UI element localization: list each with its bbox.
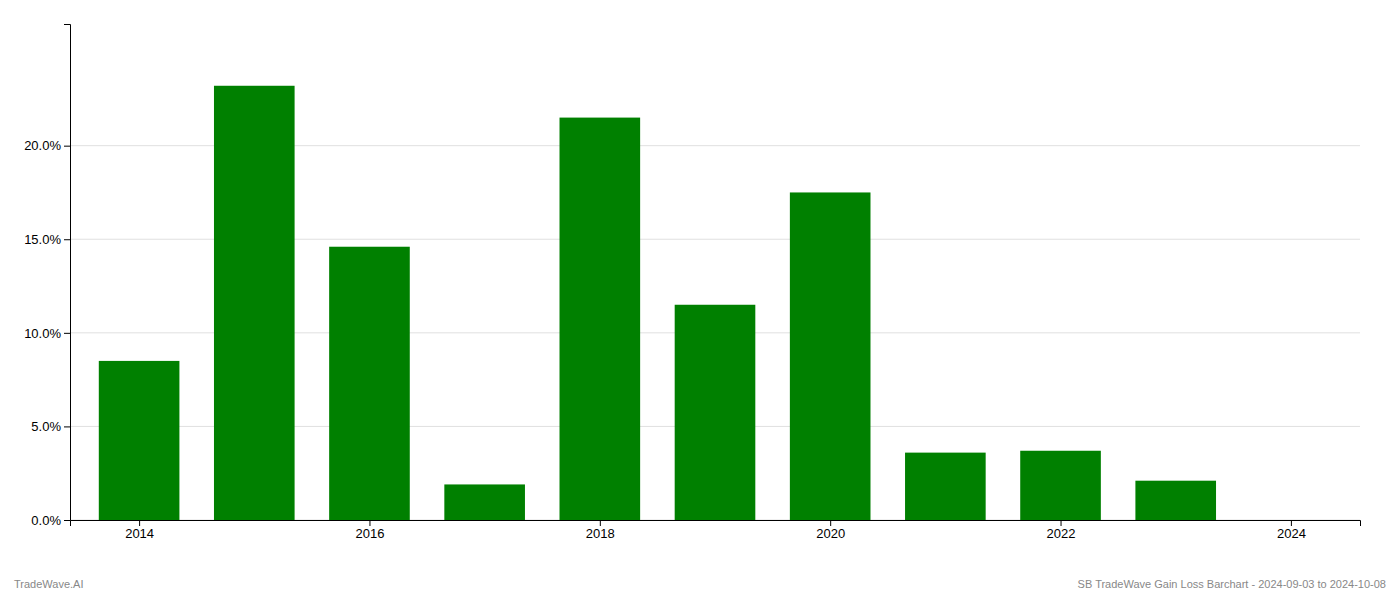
tick-label: 2022 <box>1047 526 1076 541</box>
tick: 10.0% <box>24 325 70 340</box>
tick-label: 10.0% <box>24 325 61 340</box>
bar <box>675 305 756 520</box>
chart: 0.0%5.0%10.0%15.0%20.0%20142016201820202… <box>0 0 1400 600</box>
tick-mark <box>600 520 601 526</box>
tick: 2024 <box>1277 520 1306 541</box>
axis-line <box>64 25 71 521</box>
tick-mark <box>64 333 70 334</box>
bar <box>1135 481 1216 520</box>
tick-label: 2018 <box>586 526 615 541</box>
x-axis: 2014 2016 2018 2020 2022 2024 <box>71 520 1361 541</box>
bar <box>99 361 180 520</box>
bar <box>444 484 525 520</box>
tick: 20.0% <box>24 138 70 153</box>
tick: 15.0% <box>24 232 70 247</box>
bar <box>1020 451 1101 520</box>
tick-label: 2014 <box>125 526 154 541</box>
tick-label: 20.0% <box>24 138 61 153</box>
bar <box>790 192 871 520</box>
tick-mark <box>64 426 70 427</box>
tick-mark <box>64 239 70 240</box>
bar <box>214 86 295 520</box>
tick-mark <box>64 146 70 147</box>
tick-mark <box>64 520 70 521</box>
plot-area: 0.0%5.0%10.0%15.0%20.0%20142016201820202… <box>24 25 1360 542</box>
tick-mark <box>1291 520 1292 526</box>
tick: 2016 <box>356 520 385 541</box>
tick: 2014 <box>125 520 154 541</box>
tick: 0.0% <box>31 513 70 528</box>
tick-mark <box>1061 520 1062 526</box>
tick: 5.0% <box>31 419 70 434</box>
annotation: TradeWave.AI <box>14 578 84 590</box>
tick-mark <box>830 520 831 526</box>
tick-label: 2016 <box>356 526 385 541</box>
bar <box>905 453 986 520</box>
tick-label: 2024 <box>1277 526 1306 541</box>
bar <box>329 247 410 520</box>
tick: 2018 <box>586 520 615 541</box>
tick-mark <box>369 520 370 526</box>
tick-label: 5.0% <box>31 419 61 434</box>
annotation: SB TradeWave Gain Loss Barchart - 2024-0… <box>1078 578 1386 590</box>
tick-label: 15.0% <box>24 232 61 247</box>
footer: TradeWave.AI SB TradeWave Gain Loss Barch… <box>14 578 1386 590</box>
tick-label: 2020 <box>816 526 845 541</box>
tick: 2020 <box>816 520 845 541</box>
bar <box>560 118 641 520</box>
tick-label: 0.0% <box>31 513 61 528</box>
tick-mark <box>139 520 140 526</box>
axis-line <box>71 521 1361 527</box>
bars <box>99 86 1216 520</box>
y-axis: 0.0% 5.0% 10.0% 15.0% 20.0% <box>24 25 70 528</box>
tick: 2022 <box>1047 520 1076 541</box>
